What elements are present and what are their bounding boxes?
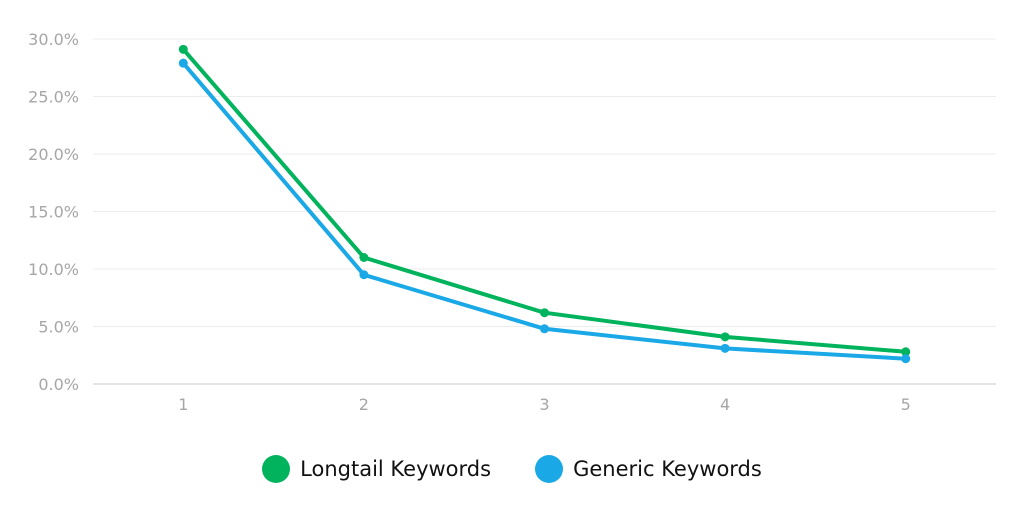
legend-label-generic: Generic Keywords — [573, 457, 762, 481]
data-point[interactable] — [359, 270, 369, 280]
line-chart: 0.0% 5.0% 10.0% 15.0% 20.0% 25.0% 30.0% 1 2 3 4 5 — [28, 30, 996, 414]
y-axis-tick-labels: 0.0% 5.0% 10.0% 15.0% 20.0% 25.0% 30.0% — [28, 30, 79, 394]
data-point[interactable] — [540, 308, 549, 318]
data-point[interactable] — [540, 324, 549, 334]
gridlines — [93, 38, 996, 385]
legend-item-generic[interactable]: Generic Keywords — [535, 455, 762, 483]
x-tick-label: 4 — [720, 395, 730, 414]
x-tick-label: 2 — [359, 395, 369, 414]
y-tick-label: 30.0% — [28, 30, 79, 49]
y-tick-label: 5.0% — [38, 318, 79, 337]
series-points — [178, 44, 911, 364]
data-point[interactable] — [178, 44, 188, 54]
x-axis-tick-labels: 1 2 3 4 5 — [178, 395, 911, 414]
series-line-0 — [181, 47, 908, 354]
data-point[interactable] — [178, 58, 188, 68]
data-point[interactable] — [901, 347, 911, 357]
y-tick-label: 20.0% — [28, 145, 79, 164]
y-tick-label: 15.0% — [28, 203, 79, 222]
legend-item-longtail[interactable]: Longtail Keywords — [262, 455, 491, 483]
data-point[interactable] — [901, 354, 911, 364]
x-tick-label: 3 — [539, 395, 549, 414]
y-tick-label: 25.0% — [28, 88, 79, 107]
data-point[interactable] — [720, 332, 730, 342]
legend-swatch-longtail — [262, 455, 291, 483]
legend-label-longtail: Longtail Keywords — [300, 457, 492, 481]
y-tick-label: 10.0% — [28, 260, 79, 279]
chart-legend: Longtail Keywords Generic Keywords — [0, 447, 1024, 491]
x-tick-label: 5 — [901, 395, 911, 414]
x-tick-label: 1 — [178, 395, 188, 414]
data-point[interactable] — [359, 253, 369, 262]
y-tick-label: 0.0% — [38, 375, 79, 394]
legend-swatch-generic — [535, 455, 564, 483]
data-point[interactable] — [720, 343, 730, 353]
